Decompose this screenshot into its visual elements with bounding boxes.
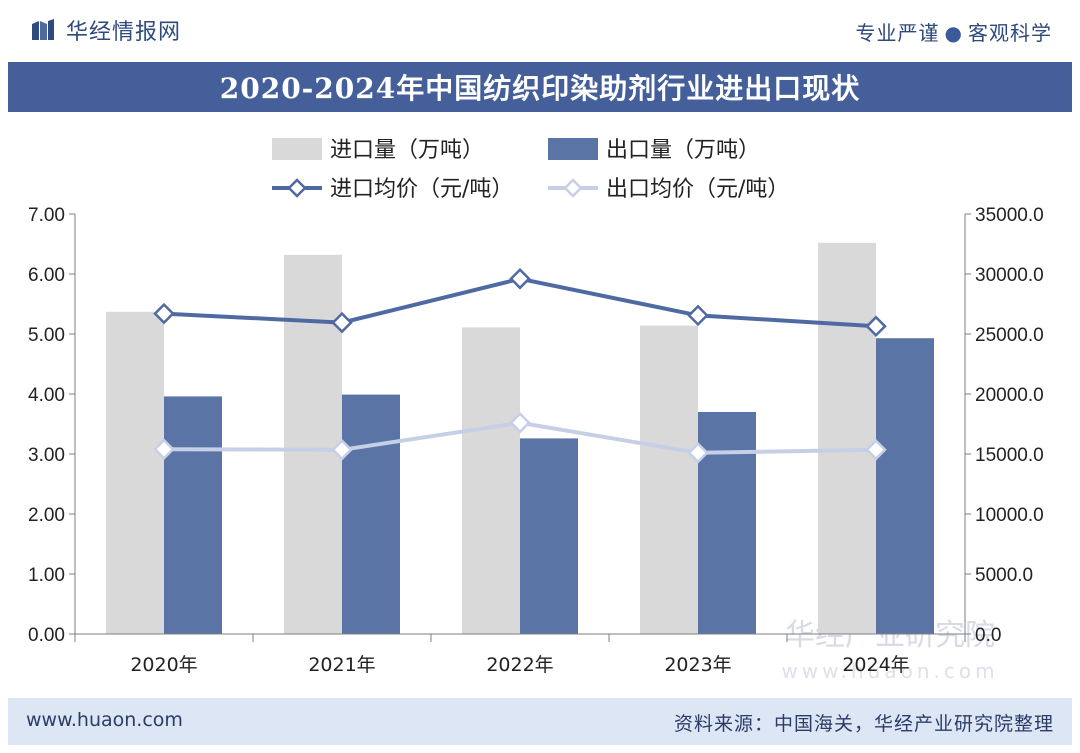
left-tick-label: 4.00 — [28, 385, 65, 406]
import-price-point — [509, 268, 531, 290]
export-volume-bar — [698, 412, 756, 634]
legend-export-price-label: 出口均价（元/吨） — [606, 177, 789, 202]
import-price-point — [153, 302, 175, 325]
left-tick-label: 1.00 — [28, 565, 65, 586]
top-bar: 华经情报网 专业严谨 ● 客观科学 — [0, 0, 1080, 60]
chart-title: 2020-2024年中国纺织印染助剂行业进出口现状 — [219, 72, 861, 105]
right-tick-label: 0.0 — [975, 625, 1001, 646]
import-volume-bar — [106, 311, 164, 634]
left-tick-label: 6.00 — [28, 265, 65, 286]
right-tick-label: 25000.0 — [975, 325, 1044, 346]
brand-logo-icon — [32, 19, 54, 40]
lines — [153, 268, 887, 464]
legend-import-price-swatch-marker — [287, 178, 307, 198]
import-volume-bar — [818, 242, 876, 635]
slogan-dot-icon: ● — [944, 21, 963, 45]
slogan: 专业严谨 ● 客观科学 — [856, 17, 1052, 46]
export-price-point — [865, 439, 887, 461]
chart-area: 华经产业研究院 www.huaon.com 0.00 1.00 2.00 3.00 4.0… — [0, 112, 1080, 698]
import-price-point — [331, 311, 353, 334]
legend-import-price-label: 进口均价（元/吨） — [330, 177, 513, 202]
right-tick-label: 15000.0 — [975, 445, 1044, 466]
x-tick-label: 2021年 — [308, 654, 375, 676]
export-price-point — [153, 438, 175, 460]
import-price-point — [687, 304, 709, 327]
import-volume-bar — [462, 327, 520, 634]
watermark-url: www.huaon.com — [781, 659, 998, 683]
footer-bar: www.huaon.com 资料来源：中国海关，华经产业研究院整理 — [8, 698, 1072, 745]
legend-import-volume-swatch — [272, 138, 322, 160]
title-bar: 2020-2024年中国纺织印染助剂行业进出口现状 — [8, 62, 1072, 112]
right-tick-label: 5000.0 — [975, 565, 1033, 586]
export-price-point — [331, 439, 353, 461]
bars — [106, 242, 934, 635]
import-volume-bar — [284, 254, 342, 635]
x-tick-label: 2022年 — [486, 654, 553, 676]
export-volume-bar — [342, 394, 400, 634]
x-tick-label: 2020年 — [130, 654, 197, 676]
left-tick-label: 0.00 — [28, 625, 65, 646]
axes: 0.00 1.00 2.00 3.00 4.00 5.00 6.00 7.00 0.0 5000.… — [28, 205, 1044, 676]
left-tick-label: 5.00 — [28, 325, 65, 346]
import-price-point — [865, 315, 887, 337]
brand: 华经情报网 — [30, 14, 181, 46]
left-tick-label: 7.00 — [28, 205, 65, 226]
right-tick-label: 30000.0 — [975, 265, 1044, 286]
brand-name: 华经情报网 — [66, 20, 182, 45]
legend-export-volume-swatch — [548, 138, 598, 160]
footer-url: www.huaon.com — [26, 709, 183, 731]
legend-export-price-swatch-marker — [563, 178, 583, 198]
slogan-right: 客观科学 — [968, 21, 1052, 45]
slogan-left: 专业严谨 — [855, 21, 940, 45]
export-price-point — [687, 442, 709, 464]
import-volume-bar — [640, 325, 698, 634]
export-volume-bar — [164, 396, 222, 634]
export-price-point — [509, 412, 531, 434]
legend: 进口量（万吨） 出口量（万吨） 进口均价（元/吨） 出口均价（元/吨） — [272, 138, 789, 202]
left-tick-label: 3.00 — [28, 445, 65, 466]
legend-export-volume-label: 出口量（万吨） — [606, 138, 760, 163]
x-tick-label: 2023年 — [664, 654, 731, 676]
export-volume-bar — [876, 338, 934, 634]
legend-import-volume-label: 进口量（万吨） — [330, 138, 484, 163]
right-tick-label: 10000.0 — [975, 505, 1044, 526]
right-tick-label: 35000.0 — [975, 205, 1044, 226]
source-note: 资料来源：中国海关，华经产业研究院整理 — [673, 713, 1054, 735]
left-tick-label: 2.00 — [28, 505, 65, 526]
x-tick-label: 2024年 — [842, 654, 909, 676]
right-tick-label: 20000.0 — [975, 385, 1044, 406]
export-volume-bar — [520, 438, 578, 634]
